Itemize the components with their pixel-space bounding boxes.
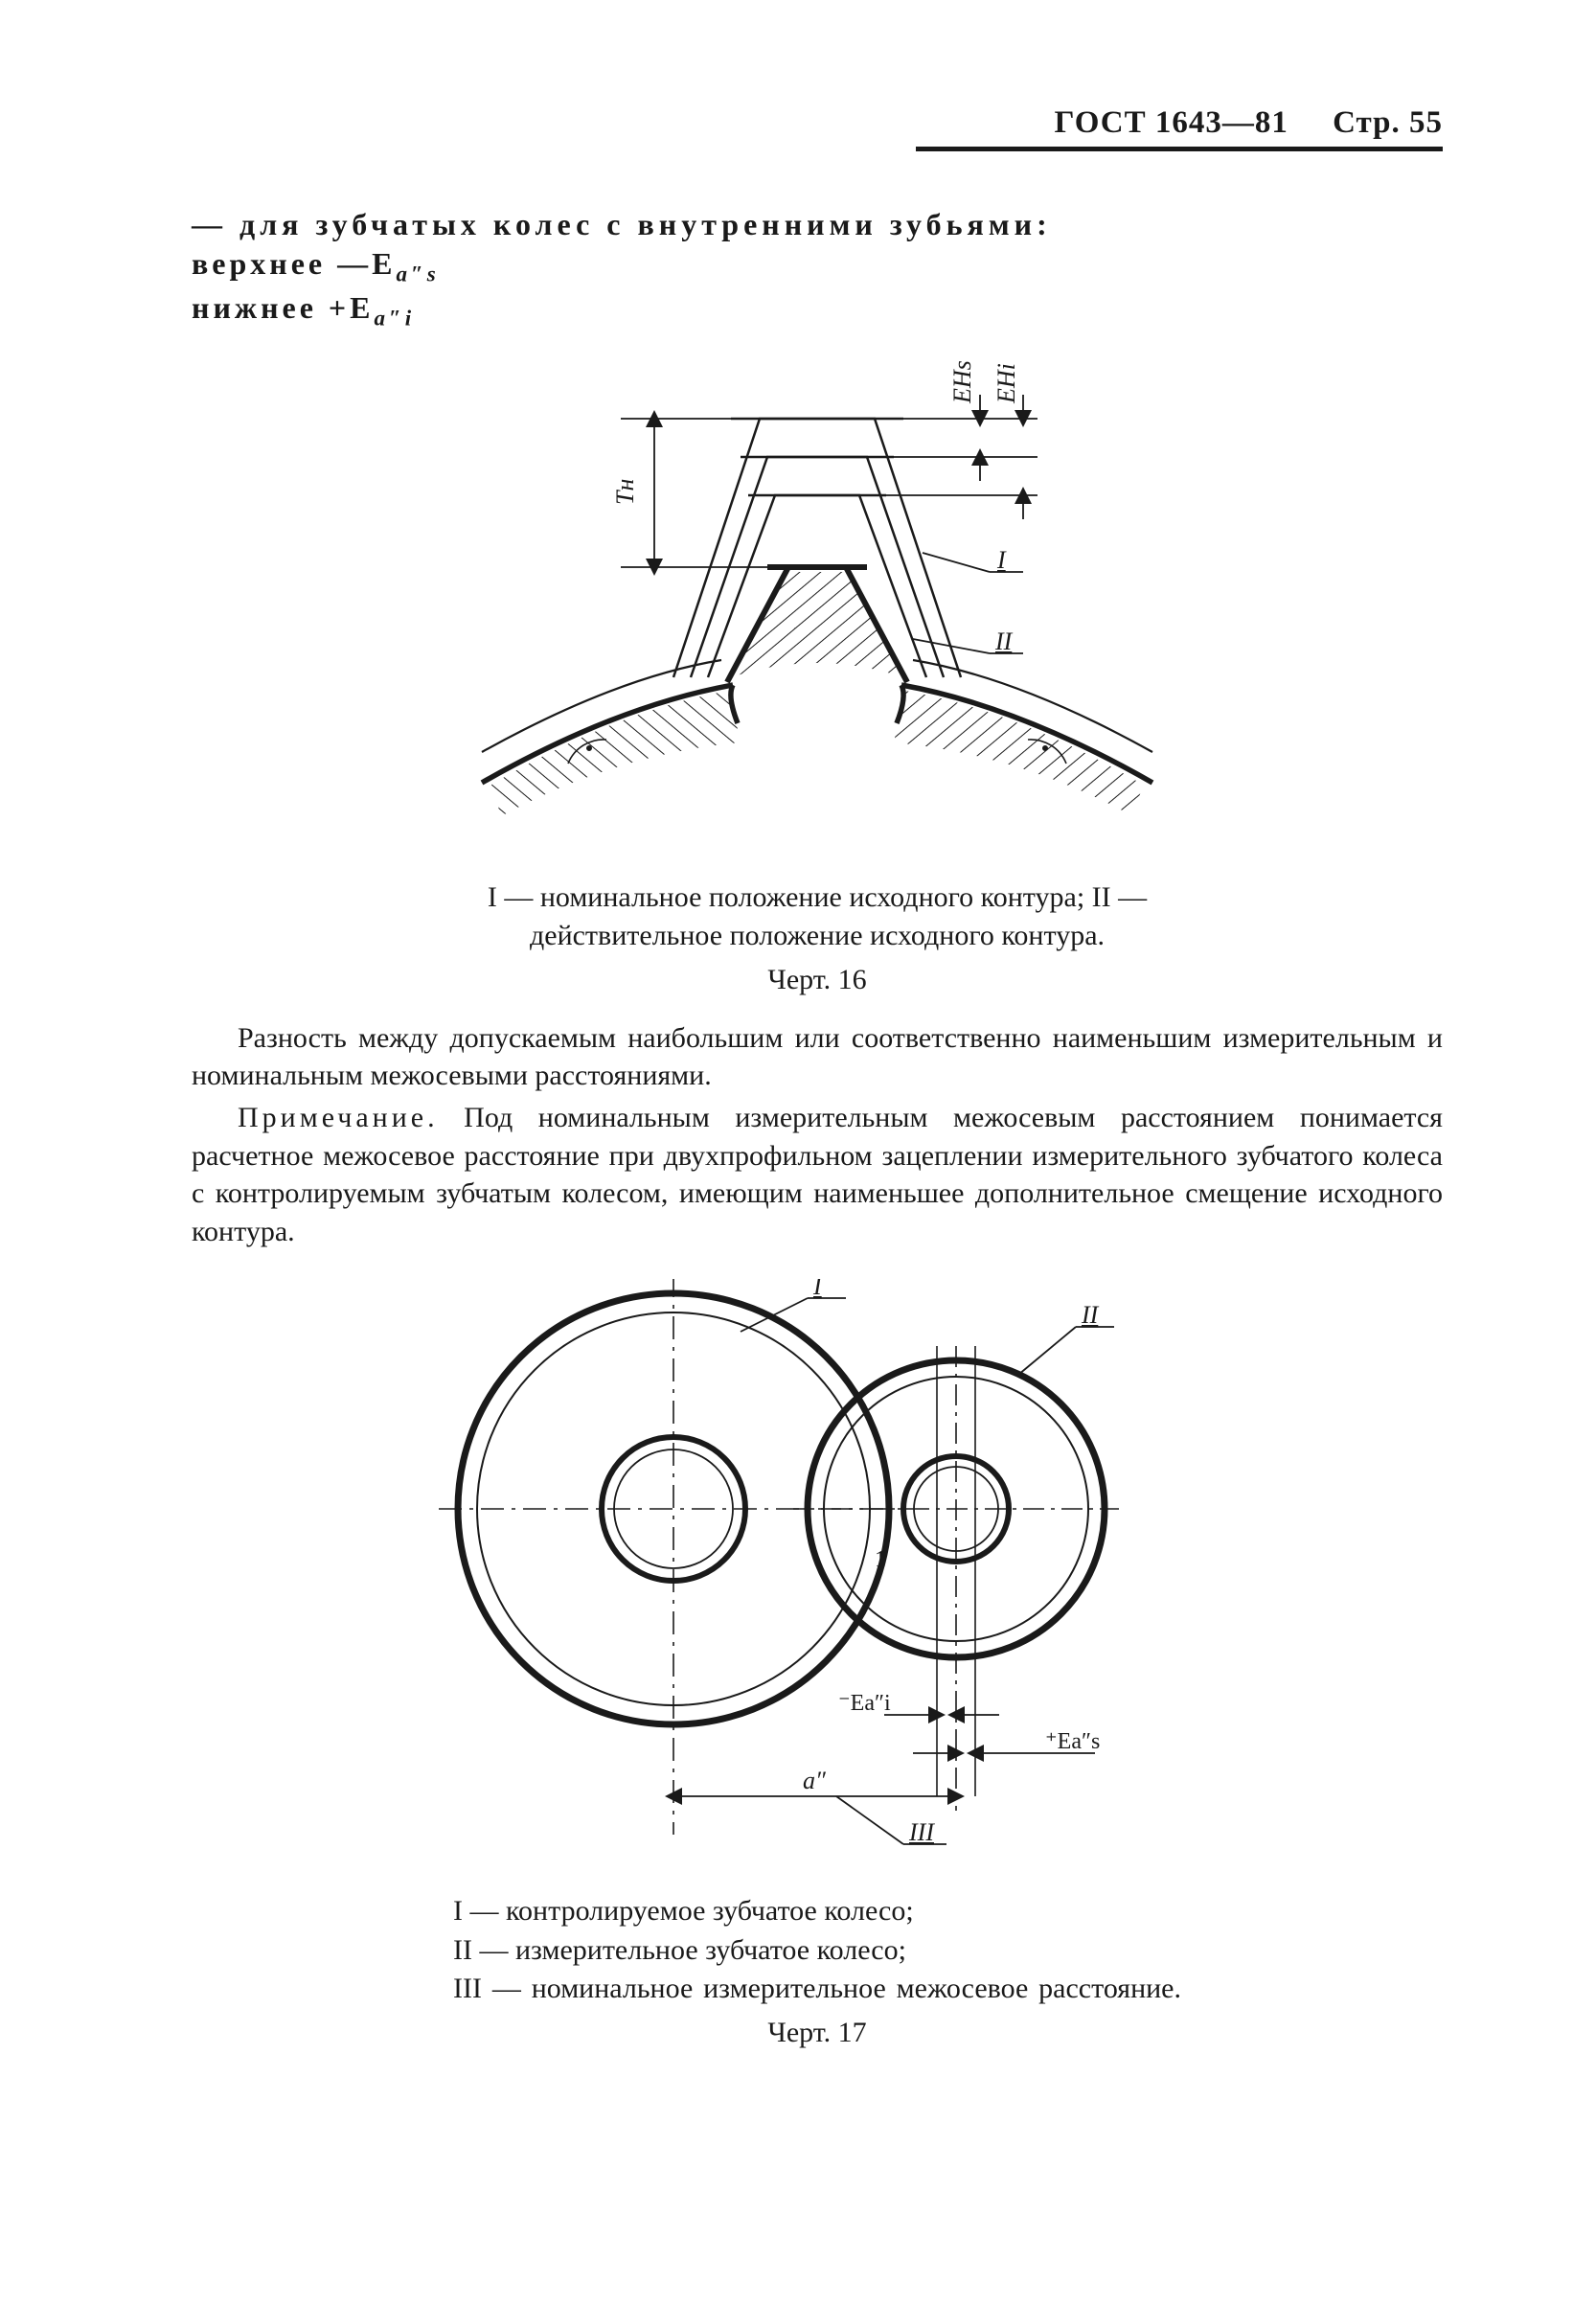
paragraph-2-lead: Примечание. bbox=[238, 1102, 439, 1133]
fig16-label-EHi: EHi bbox=[992, 363, 1020, 404]
figure-17-number: Черт. 17 bbox=[192, 2017, 1443, 2049]
lower-label: нижнее +E bbox=[192, 290, 375, 325]
standard-number: ГОСТ 1643—81 bbox=[1055, 105, 1288, 140]
page: ГОСТ 1643—81 Стр. 55 — для зубчатых коле… bbox=[0, 0, 1596, 2305]
fig17-label-II: II bbox=[1081, 1301, 1100, 1329]
figure-16: Tн EHs EHi I II bbox=[192, 361, 1443, 996]
paragraph-1: Разность между допускаемым наибольшим ил… bbox=[192, 1019, 1443, 1095]
intro-line-1: — для зубчатых колес с внутренними зубья… bbox=[192, 205, 1443, 244]
figure-17: I II ⁻Ea″i ⁺Ea″s a″ bbox=[192, 1279, 1443, 2049]
figure-16-number: Черт. 16 bbox=[192, 964, 1443, 996]
paragraph-1-text: Разность между допускаемым наибольшим ил… bbox=[192, 1022, 1443, 1092]
fig17-label-Eas: ⁺Ea″s bbox=[1045, 1729, 1100, 1754]
intro-lower: нижнее +Ea″i bbox=[192, 288, 1443, 332]
fig16-label-I: I bbox=[996, 546, 1007, 574]
intro-block: — для зубчатых колес с внутренними зубья… bbox=[192, 205, 1443, 332]
upper-label: верхнее —E bbox=[192, 246, 396, 281]
fig16-label-EHs: EHs bbox=[948, 361, 976, 404]
lower-sub: a″i bbox=[375, 305, 416, 330]
figure-17-svg: I II ⁻Ea″i ⁺Ea″s a″ bbox=[424, 1279, 1210, 1873]
page-number: Стр. 55 bbox=[1333, 105, 1443, 140]
figure-16-svg: Tн EHs EHi I II bbox=[424, 361, 1210, 859]
fig17-cap-3: III — номинальное измерительное межосево… bbox=[453, 1970, 1181, 2009]
upper-sub: a″s bbox=[396, 261, 439, 285]
page-header: ГОСТ 1643—81 Стр. 55 bbox=[916, 105, 1443, 151]
fig17-label-I: I bbox=[812, 1279, 823, 1300]
fig17-label-Eai: ⁻Ea″i bbox=[838, 1691, 891, 1716]
fig16-label-T: Tн bbox=[611, 478, 639, 504]
fig17-cap-1: I — контролируемое зубчатое колесо; bbox=[453, 1892, 1181, 1931]
paragraph-2: Примечание. Под номинальным измерительны… bbox=[192, 1099, 1443, 1250]
figure-17-caption: I — контролируемое зубчатое колесо; II —… bbox=[453, 1892, 1181, 2009]
figure-16-caption: I — номинальное положение исходного конт… bbox=[424, 879, 1210, 956]
intro-upper: верхнее —Ea″s bbox=[192, 244, 1443, 288]
fig17-label-III: III bbox=[908, 1818, 935, 1846]
svg-text:1: 1 bbox=[875, 1547, 886, 1572]
fig17-label-a: a″ bbox=[803, 1767, 827, 1794]
fig17-cap-2: II — измерительное зубчатое колесо; bbox=[453, 1931, 1181, 1971]
fig16-label-II: II bbox=[994, 628, 1014, 655]
